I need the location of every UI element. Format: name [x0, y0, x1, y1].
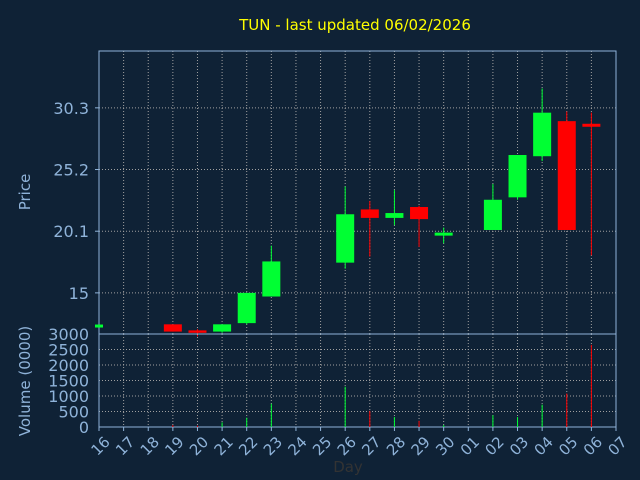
candle-body [163, 324, 182, 332]
x-tick-label: 04 [531, 433, 557, 459]
price-tick-label: 20.1 [53, 222, 89, 241]
candle-body [237, 292, 256, 324]
price-tick-label: 30.3 [53, 99, 89, 118]
candle-body [582, 123, 601, 127]
candle-body [508, 155, 527, 198]
candle-body [483, 199, 502, 230]
candle-body [95, 324, 103, 328]
volume-tick-label: 2500 [48, 341, 89, 360]
volume-tick-label: 500 [58, 403, 89, 422]
volume-tick-label: 2000 [48, 356, 89, 375]
candle-body [360, 209, 379, 218]
x-axis: 1617181920212223242526272829300102030405… [88, 427, 631, 459]
candle-body [434, 232, 453, 236]
price-axis-label: Price [16, 174, 34, 211]
candle-body [533, 112, 552, 157]
price-panel: 15 20.1 25.2 30.3 [53, 50, 617, 337]
volume-plot-frame [98, 333, 617, 428]
x-tick-label: 17 [112, 433, 138, 459]
x-tick-label: 06 [580, 433, 606, 459]
x-tick-label: 02 [481, 433, 507, 459]
candle-body [410, 207, 429, 220]
x-tick-label: 19 [161, 433, 187, 459]
x-tick-label: 03 [506, 433, 532, 459]
x-tick-label: 05 [555, 433, 581, 459]
candle-body [336, 214, 355, 263]
x-tick-label: 29 [408, 433, 434, 459]
x-tick-label: 23 [260, 433, 286, 459]
candle-body [188, 330, 207, 333]
x-tick-label: 20 [186, 433, 212, 459]
volume-axis-label: Volume (0000) [16, 326, 34, 436]
x-tick-label: 16 [88, 433, 114, 459]
x-tick-label: 24 [284, 433, 310, 459]
candle-body [262, 261, 281, 297]
volume-tick-label: 1000 [48, 387, 89, 406]
x-tick-label: 21 [211, 433, 237, 459]
x-tick-label: 01 [457, 433, 483, 459]
x-tick-label: 18 [137, 433, 163, 459]
candle-body [557, 121, 576, 230]
price-tick-label: 25.2 [53, 161, 89, 180]
x-tick-label: 28 [383, 433, 409, 459]
x-tick-label: 22 [235, 433, 261, 459]
x-tick-label: 07 [605, 433, 631, 459]
volume-tick-label: 1500 [48, 372, 89, 391]
x-tick-label: 26 [334, 433, 360, 459]
price-plot-frame [98, 50, 617, 335]
x-axis-label: Day [333, 458, 363, 476]
candle-body [385, 213, 404, 218]
candle-body [213, 324, 232, 332]
x-tick-label: 30 [432, 433, 458, 459]
x-tick-label: 25 [309, 433, 335, 459]
x-tick-label: 27 [358, 433, 384, 459]
chart-title: TUN - last updated 06/02/2026 [238, 16, 471, 34]
volume-tick-label: 0 [79, 418, 89, 437]
volume-tick-label: 3000 [48, 325, 89, 344]
price-tick-label: 15 [69, 284, 89, 303]
